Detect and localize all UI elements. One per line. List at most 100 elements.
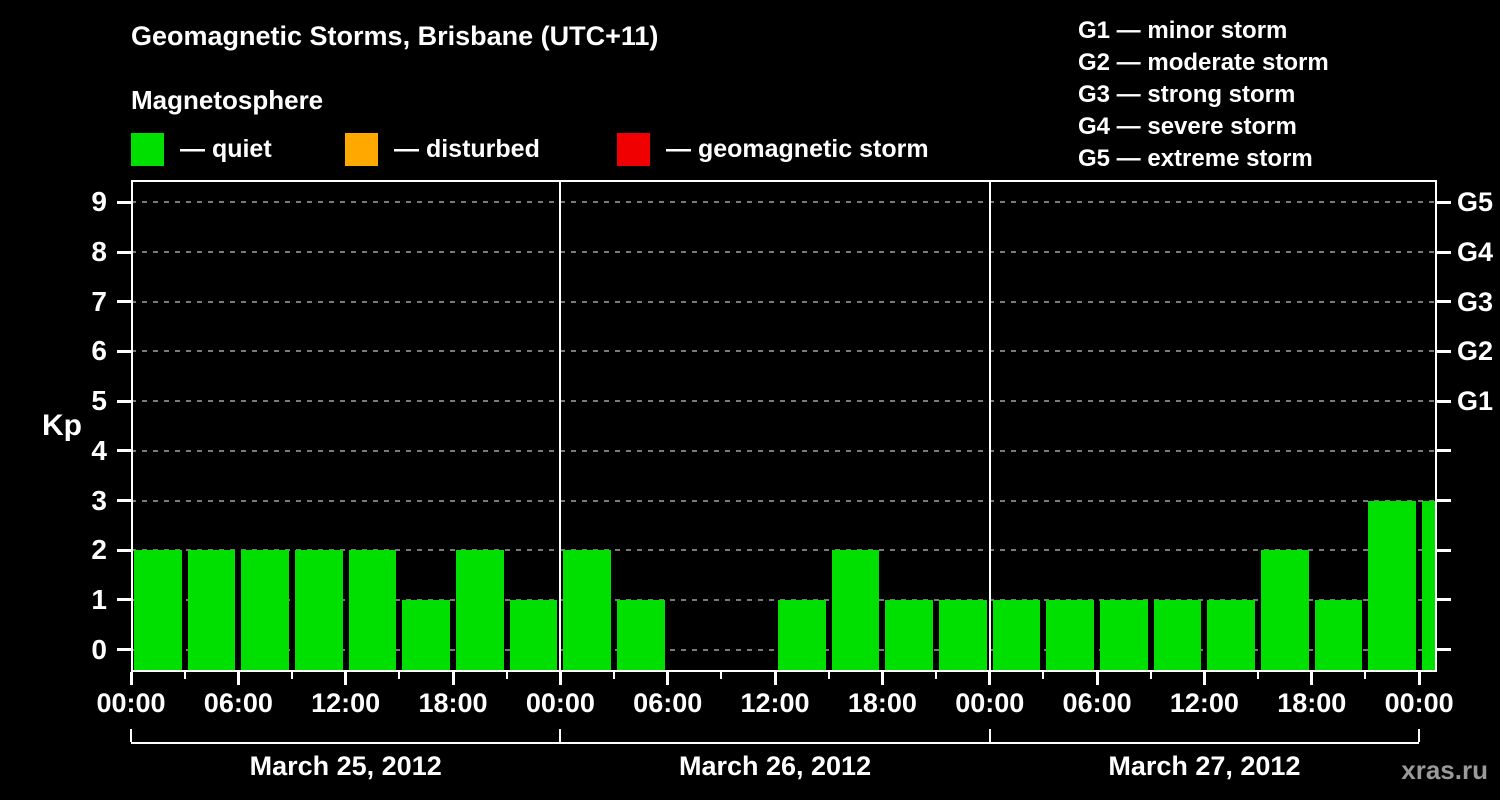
date-label: March 27, 2012 [1108, 751, 1301, 781]
y-axis-tick-left [117, 449, 131, 453]
gridline-kp-8 [131, 251, 1437, 254]
y-axis-label: 8 [91, 236, 107, 268]
y-axis-label: 1 [91, 583, 107, 615]
y-axis-tick-left [117, 250, 131, 254]
kp-bar [1046, 599, 1095, 672]
x-axis-minor-tick [1364, 672, 1367, 679]
day-boundary-line [988, 180, 991, 672]
x-axis-minor-tick [505, 672, 508, 679]
legend-item-disturbed: — disturbed [345, 131, 540, 167]
date-axis-line [131, 742, 1420, 744]
x-axis-tick [451, 672, 455, 685]
kp-bar [1153, 599, 1202, 672]
kp-bar [1100, 599, 1148, 672]
x-axis-minor-tick [291, 672, 293, 679]
legend-label-quiet: — quiet [180, 134, 272, 163]
x-axis-label: 00:00 [955, 688, 1025, 718]
legend-label-geomagnetic-storm: — geomagnetic storm [666, 134, 929, 163]
y-axis-tick-left [117, 598, 131, 602]
gridline-kp-6 [131, 350, 1437, 353]
x-axis-tick [988, 672, 992, 685]
kp-bar [187, 550, 236, 672]
g-axis-label-g3: G3 [1457, 286, 1494, 317]
kp-bar [456, 550, 504, 672]
g-scale-line-g1: G1 — minor storm [1078, 17, 1288, 44]
y-axis-tick-left [117, 648, 131, 652]
g-scale-line-g5: G5 — extreme storm [1078, 145, 1313, 172]
x-axis-minor-tick [1149, 672, 1152, 679]
y-axis-tick-right [1437, 548, 1451, 552]
kp-bar [563, 550, 612, 672]
legend-item-quiet: — quiet [131, 131, 272, 167]
x-axis-label: 06:00 [203, 688, 273, 718]
kp-bar [617, 599, 665, 672]
gridline-kp-7 [131, 300, 1437, 303]
x-axis-label: 00:00 [1384, 688, 1454, 718]
y-axis-label: 7 [91, 285, 107, 317]
kp-bar [134, 550, 182, 672]
watermark-link[interactable]: xras.ru [1401, 755, 1488, 785]
y-axis-label: 6 [91, 335, 107, 367]
disturbed-color-swatch [345, 132, 378, 166]
y-axis-tick-left [117, 399, 131, 403]
quiet-color-swatch [131, 132, 164, 166]
x-axis-minor-tick [1257, 672, 1260, 679]
x-axis-tick [344, 672, 348, 685]
y-axis-tick-right [1437, 598, 1451, 602]
x-axis-label: 06:00 [633, 688, 703, 718]
g-axis-label-g1: G1 [1457, 386, 1494, 417]
y-axis-tick-right [1437, 499, 1451, 503]
g-scale-line-g3: G3 — strong storm [1078, 81, 1296, 108]
kp-bar [295, 550, 343, 672]
kp-bar [831, 550, 880, 672]
y-axis-tick-left [117, 499, 131, 503]
x-axis-tick [1095, 672, 1099, 685]
date-axis-tick [1418, 729, 1421, 742]
x-axis-tick [236, 672, 240, 685]
x-axis-label: 00:00 [525, 688, 595, 718]
x-axis-tick [666, 672, 670, 685]
x-axis-label: 12:00 [1169, 688, 1239, 718]
x-axis-tick [129, 672, 133, 685]
kp-bar [1314, 599, 1363, 672]
kp-bar [509, 599, 558, 672]
kp-bar [1368, 500, 1417, 672]
y-axis-tick-right [1437, 349, 1451, 353]
chart-title: Geomagnetic Storms, Brisbane (UTC+11) [131, 21, 659, 51]
x-axis-label: 06:00 [1062, 688, 1132, 718]
x-axis-tick [1310, 672, 1314, 685]
g-scale-line-g4: G4 — severe storm [1078, 113, 1297, 140]
y-axis-title: Kp [42, 409, 82, 442]
x-axis-tick [880, 672, 884, 685]
y-axis-label: 3 [91, 484, 107, 516]
kp-bar [402, 599, 450, 672]
y-axis-tick-left [117, 349, 131, 353]
gridline-kp-9 [131, 201, 1437, 204]
x-axis-tick [558, 672, 562, 685]
y-axis-tick-right [1437, 449, 1451, 453]
x-axis-minor-tick [398, 672, 401, 679]
kp-bar [241, 550, 289, 672]
y-axis-tick-right [1437, 300, 1451, 304]
g-scale-legend: G1 — minor storm G2 — moderate storm G3 … [1078, 15, 1329, 175]
x-axis-label: 00:00 [96, 688, 166, 718]
y-axis-label: 2 [91, 534, 107, 566]
x-axis-label: 18:00 [847, 688, 917, 718]
y-axis-label: 5 [91, 385, 107, 417]
y-axis-tick-right [1437, 399, 1451, 403]
x-axis-minor-tick [183, 672, 186, 679]
kp-bar [992, 599, 1041, 672]
x-axis-tick [1417, 672, 1421, 685]
g-scale-line-g2: G2 — moderate storm [1078, 49, 1329, 76]
x-axis-tick [1202, 672, 1206, 685]
y-axis-tick-left [117, 548, 131, 552]
g-axis-label-g5: G5 [1457, 187, 1494, 218]
y-axis-tick-right [1437, 648, 1451, 652]
y-axis-label: 0 [91, 633, 107, 665]
gridline-kp-3 [131, 499, 1437, 502]
date-label: March 25, 2012 [249, 751, 442, 781]
y-axis-label: 4 [91, 434, 107, 466]
kp-bar [778, 599, 826, 672]
